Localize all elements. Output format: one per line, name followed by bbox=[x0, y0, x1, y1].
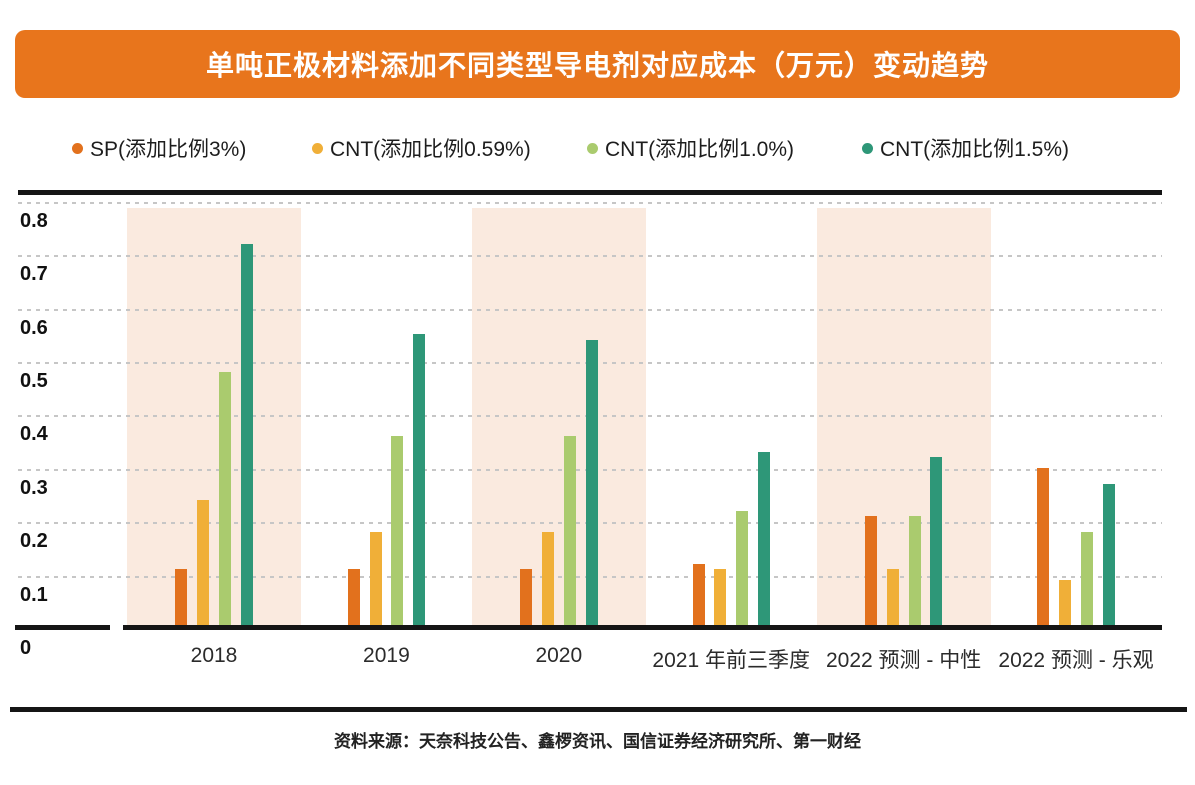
x-axis-category-label: 2019 bbox=[363, 644, 410, 667]
legend-item-cnt-059pct: CNT(添加比例0.59%) bbox=[312, 129, 531, 167]
bar bbox=[864, 516, 877, 628]
highlight-band bbox=[127, 208, 301, 630]
gridline bbox=[18, 255, 1162, 258]
bar bbox=[240, 244, 253, 628]
x-axis-line bbox=[123, 625, 1162, 630]
x-axis-category-label: 2021 年前三季度 bbox=[652, 649, 810, 672]
bar bbox=[520, 569, 533, 628]
legend-item-label: CNT(添加比例0.59%) bbox=[330, 138, 531, 161]
footer-divider bbox=[10, 707, 1187, 712]
legend-item-label: CNT(添加比例1.5%) bbox=[880, 138, 1070, 161]
legend-item-sp-3pct: SP(添加比例3%) bbox=[72, 129, 246, 167]
bar bbox=[197, 500, 210, 628]
chart-title: 单吨正极材料添加不同类型导电剂对应成本（万元）变动趋势 bbox=[205, 50, 989, 81]
legend-item-label: CNT(添加比例1.0%) bbox=[605, 138, 795, 161]
legend-item-cnt-15pct: CNT(添加比例1.5%) bbox=[862, 129, 1069, 167]
bar bbox=[391, 436, 404, 628]
highlight-band bbox=[816, 208, 991, 630]
y-axis-tick-label: 0.1 bbox=[20, 583, 48, 606]
legend: SP(添加比例3%) CNT(添加比例0.59%) CNT(添加比例1.0%) … bbox=[0, 129, 1195, 167]
legend-dot-icon bbox=[862, 142, 873, 154]
x-axis-line bbox=[15, 625, 110, 630]
legend-item-label: SP(添加比例3%) bbox=[90, 138, 247, 161]
y-axis-tick-label: 0.3 bbox=[20, 476, 48, 499]
bar bbox=[585, 340, 598, 628]
source-note: 资料来源：天奈科技公告、鑫椤资讯、国信证券经济研究所、第一财经 bbox=[334, 732, 861, 751]
x-axis-category-label: 2022 预测 - 乐观 bbox=[998, 649, 1154, 672]
bar bbox=[714, 569, 727, 628]
legend-item-cnt-10pct: CNT(添加比例1.0%) bbox=[587, 129, 794, 167]
bar bbox=[930, 457, 943, 628]
bar bbox=[563, 436, 576, 628]
bar bbox=[736, 511, 749, 628]
x-axis-category-label: 2020 bbox=[535, 644, 583, 667]
bar bbox=[692, 564, 705, 628]
gridline bbox=[18, 201, 1162, 204]
y-axis-tick-label: 0.5 bbox=[20, 370, 48, 392]
bar bbox=[541, 532, 554, 628]
bar bbox=[1080, 532, 1093, 628]
title-banner: 单吨正极材料添加不同类型导电剂对应成本（万元）变动趋势 bbox=[15, 30, 1180, 98]
bar bbox=[1102, 484, 1115, 628]
bar bbox=[175, 569, 188, 628]
y-axis-tick-label: 0.8 bbox=[20, 209, 48, 232]
bar bbox=[218, 372, 231, 628]
y-axis-tick-label: 0.2 bbox=[20, 530, 48, 553]
legend-dot-icon bbox=[587, 142, 598, 154]
bar bbox=[1059, 580, 1072, 628]
highlight-band bbox=[471, 208, 646, 630]
x-axis-category-label: 2018 bbox=[190, 644, 238, 667]
y-axis-tick-label: 0.7 bbox=[20, 263, 48, 286]
legend-dot-icon bbox=[312, 142, 323, 154]
x-axis-category-label: 2022 预测 - 中性 bbox=[825, 649, 982, 672]
y-axis-tick-label: 0.4 bbox=[20, 423, 48, 446]
gridline bbox=[18, 308, 1162, 311]
bar bbox=[369, 532, 382, 628]
bar bbox=[886, 569, 899, 628]
bar bbox=[908, 516, 921, 628]
y-axis-tick-label: 0.6 bbox=[20, 316, 48, 339]
legend-dot-icon bbox=[72, 142, 83, 154]
bar bbox=[347, 569, 360, 628]
y-axis-tick-label: 0 bbox=[20, 637, 32, 659]
bar bbox=[1037, 468, 1050, 628]
plot-top-border bbox=[18, 190, 1162, 195]
bar bbox=[413, 334, 426, 628]
bar bbox=[757, 452, 770, 628]
plot-area bbox=[15, 190, 1162, 630]
